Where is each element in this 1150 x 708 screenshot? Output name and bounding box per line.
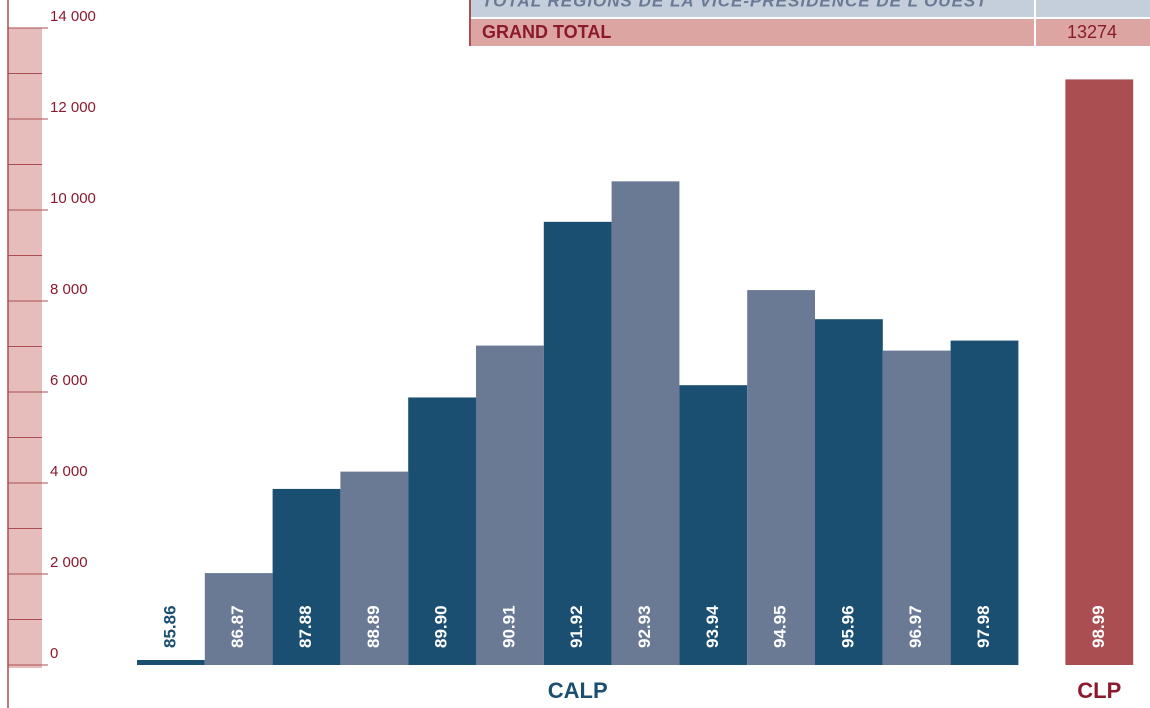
bar	[611, 181, 680, 665]
table-row	[470, 0, 1150, 17]
x-tick-label: 96.97	[906, 605, 925, 648]
x-tick-label: 94.95	[771, 605, 790, 648]
y-tick-label: 8 000	[50, 281, 88, 298]
x-tick-label: 88.89	[364, 605, 383, 648]
bar	[1065, 79, 1134, 666]
x-tick-label: 97.98	[974, 605, 993, 648]
bar	[815, 319, 883, 665]
x-tick-label: 89.90	[432, 605, 451, 648]
bar	[679, 385, 748, 665]
y-tick-label: 10 000	[50, 190, 96, 207]
x-tick-label: 85.86	[160, 605, 179, 648]
bar	[204, 573, 273, 665]
bar	[543, 221, 612, 665]
bar	[950, 340, 1019, 665]
axis-band	[8, 28, 42, 668]
bar	[137, 659, 205, 665]
x-tick-label: 92.93	[635, 605, 654, 648]
x-tick-label: 87.88	[296, 605, 315, 648]
group-label: CALP	[548, 678, 608, 703]
x-tick-label: 90.91	[499, 605, 518, 648]
table-row	[470, 19, 1150, 46]
x-tick-label: 86.87	[228, 605, 247, 648]
y-tick-label: 12 000	[50, 99, 96, 116]
bar	[476, 345, 544, 665]
y-tick-label: 14 000	[50, 8, 96, 25]
x-tick-label: 98.99	[1089, 605, 1108, 648]
bar	[340, 471, 409, 665]
x-tick-label: 95.96	[838, 605, 857, 648]
y-tick-label: 6 000	[50, 372, 88, 389]
bar	[408, 397, 476, 665]
y-tick-label: 0	[50, 645, 58, 662]
bar	[882, 350, 951, 665]
group-label: CLP	[1077, 678, 1121, 703]
y-tick-label: 2 000	[50, 554, 88, 571]
table-cell: 13274	[1067, 22, 1117, 42]
bar	[747, 290, 815, 665]
x-tick-label: 93.94	[703, 605, 722, 648]
bar	[272, 488, 341, 665]
table-cell: GRAND TOTAL	[482, 22, 611, 42]
table-cell: TOTAL RÉGIONS DE LA VICE-PRÉSIDENCE DE L…	[482, 0, 988, 10]
y-tick-label: 4 000	[50, 463, 88, 480]
x-tick-label: 91.92	[567, 605, 586, 648]
